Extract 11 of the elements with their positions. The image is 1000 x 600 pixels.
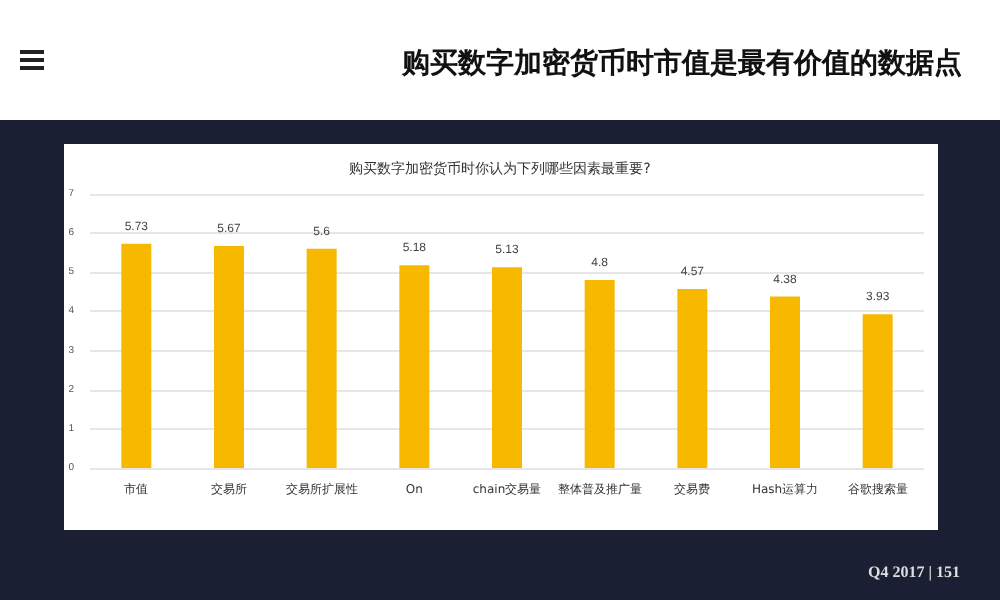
bar	[306, 248, 337, 468]
bar	[677, 289, 708, 468]
bar	[121, 243, 152, 468]
bar	[399, 265, 430, 468]
bar	[770, 296, 800, 468]
bar	[862, 314, 893, 468]
bar	[584, 280, 615, 468]
text: Q4 2017 | 151	[868, 563, 960, 581]
chart-title: 购买数字加密货币时市值是最有价值的数据点	[400, 46, 962, 80]
bar	[214, 246, 244, 468]
bar	[492, 267, 522, 468]
